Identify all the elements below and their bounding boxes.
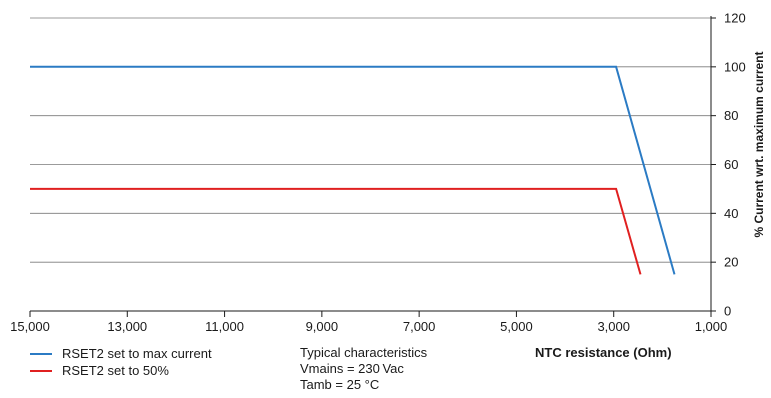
note-line: Typical characteristics (300, 345, 428, 360)
x-tick-label: 13,000 (107, 319, 147, 334)
y-tick-label: 20 (724, 255, 738, 270)
series-line-1 (30, 65, 676, 275)
x-tick-label: 11,000 (205, 319, 244, 334)
x-tick-label: 3,000 (597, 319, 630, 334)
legend-label: RSET2 set to 50% (62, 363, 169, 378)
tick-labels: 0 20 40 60 80 100 120 15,000 13,000 11,000 9,000 7,… (10, 11, 746, 335)
y-tick-label: 40 (724, 206, 738, 221)
legend: RSET2 set to max current RSET2 set to 50… (30, 345, 212, 379)
y-tick-label: 80 (724, 108, 738, 123)
series-line-2 (30, 187, 642, 275)
legend-item: RSET2 set to 50% (30, 362, 212, 379)
legend-label: RSET2 set to max current (62, 346, 212, 361)
y-tick-label: 60 (724, 157, 738, 172)
y-tick-label: 100 (724, 59, 746, 74)
series-lines (30, 65, 676, 275)
axes (29, 16, 716, 317)
y-tick-label: 120 (724, 11, 746, 26)
y-tick-label: 0 (724, 304, 731, 319)
x-tick-label: 15,000 (10, 319, 50, 334)
x-tick-label: 9,000 (306, 319, 339, 334)
y-axis-title: % Current wrt. maximum current (752, 51, 766, 237)
x-tick-label: 7,000 (403, 319, 436, 334)
legend-item: RSET2 set to max current (30, 345, 212, 362)
x-axis-title: NTC resistance (Ohm) (535, 345, 672, 360)
legend-swatch-max-current (30, 352, 52, 355)
conditions-note: Typical characteristics Vmains = 230 Vac… (300, 345, 427, 393)
note-line: Tamb = 25 °C (300, 377, 380, 392)
x-tick-label: 1,000 (695, 319, 728, 334)
note-line: Vmains = 230 Vac (300, 361, 404, 376)
grid-lines (30, 17, 711, 263)
x-tick-label: 5,000 (500, 319, 533, 334)
legend-swatch-50-percent (30, 369, 52, 372)
